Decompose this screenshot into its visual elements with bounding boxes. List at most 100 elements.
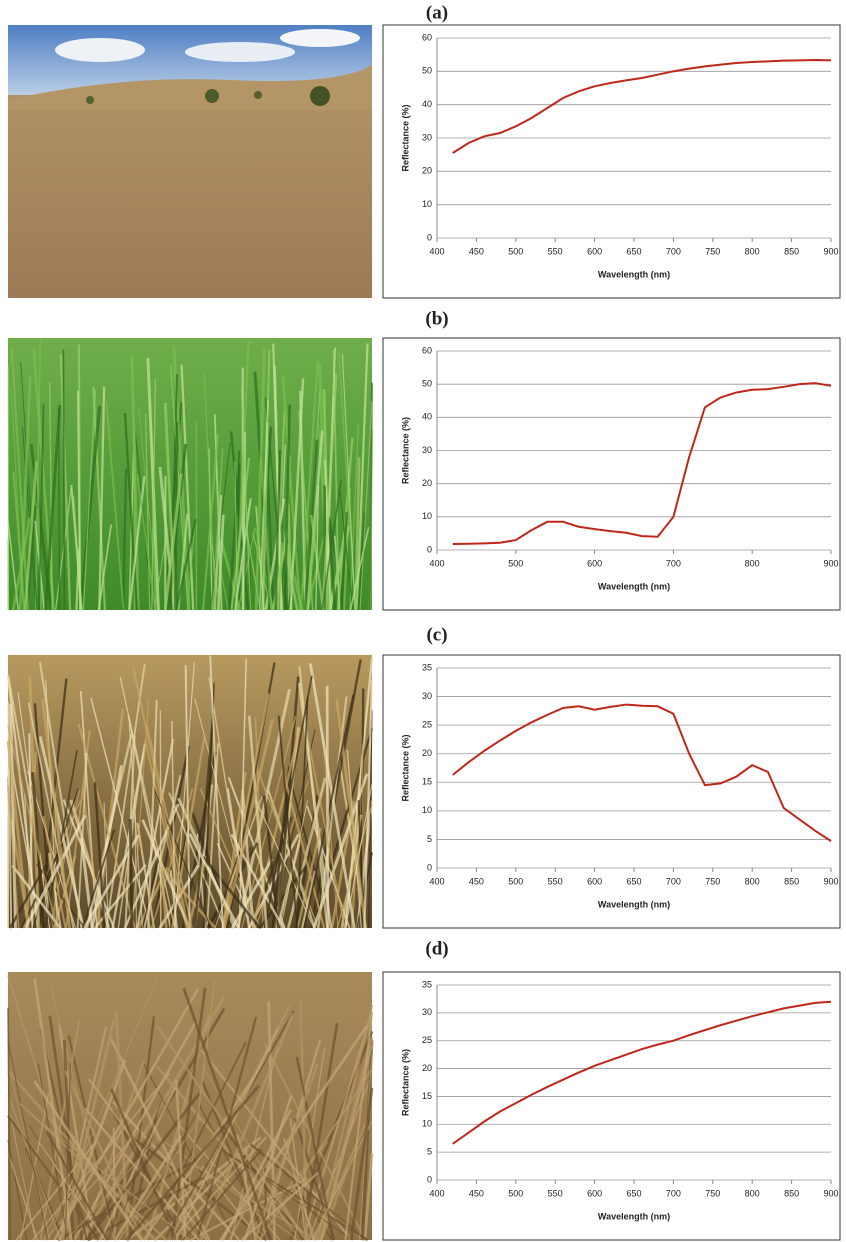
y-tick-label: 30: [422, 1007, 432, 1017]
x-tick-label: 600: [587, 1188, 602, 1198]
texture-stroke: [113, 1134, 183, 1241]
y-tick-label: 10: [422, 199, 432, 209]
texture-stroke: [131, 700, 150, 929]
texture-stroke: [144, 413, 151, 611]
photo-ripe-wheat: [6, 655, 374, 929]
photo-dry-stubble: [7, 972, 374, 1242]
texture-stroke: [289, 378, 305, 611]
x-tick-label: 900: [823, 246, 838, 256]
y-axis-label: Reflectance (%): [400, 417, 410, 484]
texture-stroke: [28, 733, 34, 929]
texture-stroke: [73, 1021, 197, 1241]
texture-stroke: [194, 713, 215, 929]
x-tick-label: 400: [429, 876, 444, 886]
texture-stroke: [321, 479, 342, 611]
texture-stroke: [37, 1140, 106, 1241]
y-tick-label: 0: [427, 1174, 432, 1184]
texture-stroke: [99, 1086, 177, 1241]
texture-stroke: [123, 412, 139, 611]
texture-stroke: [211, 544, 221, 611]
texture-stroke: [327, 516, 337, 611]
panel-label: (d): [425, 938, 448, 959]
texture-stroke: [125, 1084, 261, 1241]
texture-stroke: [128, 475, 146, 611]
texture-stroke: [358, 1053, 373, 1241]
texture-stroke: [125, 1016, 156, 1241]
texture-stroke: [186, 526, 196, 611]
texture-stroke: [150, 788, 194, 929]
data-line: [452, 703, 832, 842]
texture-stroke: [77, 390, 82, 611]
texture-stroke: [283, 1137, 315, 1241]
texture-stroke: [60, 1019, 116, 1241]
texture-stroke: [299, 360, 319, 611]
texture-stroke: [38, 404, 45, 611]
texture-stroke: [20, 361, 38, 611]
texture-stroke: [93, 782, 106, 929]
texture-stroke: [216, 514, 225, 611]
texture-stroke: [19, 1102, 168, 1241]
texture-stroke: [264, 397, 286, 611]
texture-stroke: [238, 658, 247, 929]
x-axis-label: Wavelength (nm): [598, 581, 670, 591]
texture-stroke: [98, 386, 106, 611]
texture-stroke: [363, 679, 374, 929]
texture-stroke: [349, 527, 370, 611]
x-tick-label: 600: [587, 558, 602, 568]
texture-stroke: [297, 682, 333, 929]
y-tick-label: 0: [427, 232, 432, 242]
x-tick-label: 450: [469, 246, 484, 256]
x-tick-label: 400: [429, 246, 444, 256]
texture-stroke: [368, 709, 373, 929]
texture-stroke: [8, 865, 47, 929]
texture-stroke: [187, 856, 207, 929]
texture-stroke: [349, 424, 360, 611]
chart-frame: [382, 654, 841, 929]
x-tick-label: 700: [666, 1188, 681, 1198]
x-tick-label: 750: [705, 1188, 720, 1198]
chart-frame: [382, 971, 841, 1241]
texture-stroke: [236, 688, 291, 929]
texture-stroke: [163, 473, 183, 611]
texture-stroke: [234, 461, 238, 611]
texture-stroke: [32, 349, 55, 611]
texture-stroke: [230, 457, 251, 611]
texture-stroke: [234, 498, 252, 611]
x-tick-label: 600: [587, 876, 602, 886]
texture-stroke: [103, 802, 109, 929]
photo-bare-soil: [8, 25, 372, 298]
texture-stroke: [244, 1145, 268, 1241]
y-tick-label: 5: [427, 1147, 432, 1157]
texture-stroke: [227, 463, 241, 611]
texture-stroke: [307, 740, 346, 929]
texture-stroke: [23, 461, 38, 611]
texture-stroke: [6, 740, 30, 929]
texture-stroke: [319, 1167, 349, 1241]
texture-stroke: [182, 987, 273, 1241]
x-tick-label: 550: [548, 246, 563, 256]
x-tick-label: 850: [784, 876, 799, 886]
texture-stroke: [175, 518, 197, 611]
y-tick-label: 10: [422, 1119, 432, 1129]
texture-stroke: [262, 795, 280, 929]
texture-stroke: [92, 386, 106, 611]
chart-frame: [382, 337, 841, 611]
texture-stroke: [309, 659, 362, 929]
texture-stroke: [201, 855, 262, 929]
texture-stroke: [62, 349, 66, 611]
texture-stroke: [240, 386, 252, 611]
texture-stroke: [325, 685, 330, 929]
texture-stroke: [64, 1070, 144, 1241]
y-tick-label: 25: [422, 1035, 432, 1045]
x-tick-label: 750: [705, 876, 720, 886]
y-tick-label: 40: [422, 412, 432, 422]
y-tick-label: 10: [422, 805, 432, 815]
texture-stroke: [336, 804, 373, 929]
texture-stroke: [315, 485, 320, 611]
texture-stroke: [201, 1165, 261, 1241]
texture-stroke: [143, 774, 182, 929]
data-line: [452, 382, 832, 546]
texture-stroke: [355, 343, 369, 611]
texture-stroke: [136, 822, 156, 929]
texture-stroke: [10, 388, 25, 611]
